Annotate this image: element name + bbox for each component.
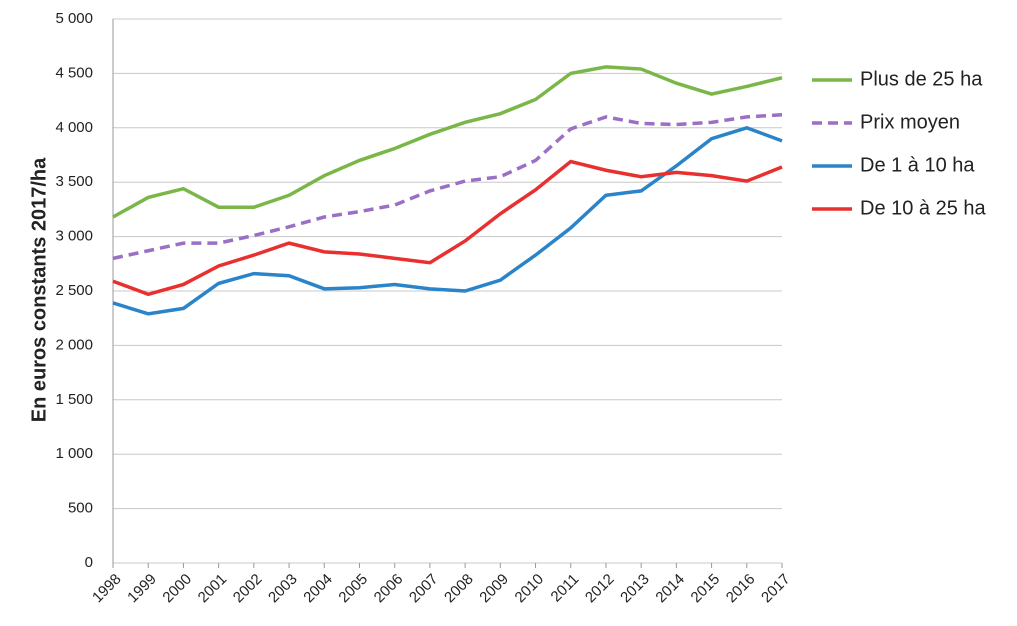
x-tick-label: 2003 (265, 571, 301, 607)
x-tick-label: 2007 (406, 571, 442, 607)
y-tick-label: 1 500 (55, 391, 93, 408)
x-tick-label: 2004 (300, 571, 336, 607)
y-axis-label: En euros constants 2017/ha (28, 157, 50, 422)
legend-label: Prix moyen (860, 111, 960, 133)
y-tick-label: 4 000 (55, 119, 93, 136)
x-tick-label: 2005 (335, 571, 371, 607)
y-tick-label: 5 000 (55, 10, 93, 27)
y-tick-label: 2 500 (55, 282, 93, 299)
x-tick-label: 2014 (652, 571, 688, 607)
y-tick-label: 2 000 (55, 336, 93, 353)
y-tick-label: 0 (85, 554, 93, 571)
x-tick-label: 2006 (371, 571, 407, 607)
x-tick-label: 2009 (476, 571, 512, 607)
x-tick-label: 2002 (230, 571, 266, 607)
y-tick-label: 500 (68, 500, 93, 517)
x-tick-label: 1999 (124, 571, 160, 607)
x-tick-label: 2015 (688, 571, 724, 607)
x-tick-label: 2017 (758, 571, 794, 607)
series-line (112, 125, 783, 316)
y-tick-label: 1 000 (55, 445, 93, 462)
legend-label: Plus de 25 ha (860, 68, 983, 90)
x-tick-label: 2011 (548, 571, 583, 606)
y-tick-label: 3 500 (55, 173, 93, 190)
x-tick-label: 2008 (441, 571, 477, 607)
x-tick-label: 2012 (582, 571, 618, 607)
x-tick-label: 1998 (89, 571, 125, 607)
y-tick-label: 3 000 (55, 228, 93, 245)
series-line (112, 112, 783, 261)
x-tick-label: 2016 (723, 571, 759, 607)
series-line (112, 65, 783, 219)
y-tick-label: 4 500 (55, 64, 93, 81)
x-tick-label: 2013 (617, 571, 653, 607)
legend-label: De 10 à 25 ha (860, 197, 987, 219)
x-tick-label: 2010 (512, 571, 548, 607)
series-line (112, 159, 783, 297)
x-tick-label: 2001 (195, 571, 231, 607)
x-tick-label: 2000 (159, 571, 195, 607)
legend-label: De 1 à 10 ha (860, 154, 975, 176)
